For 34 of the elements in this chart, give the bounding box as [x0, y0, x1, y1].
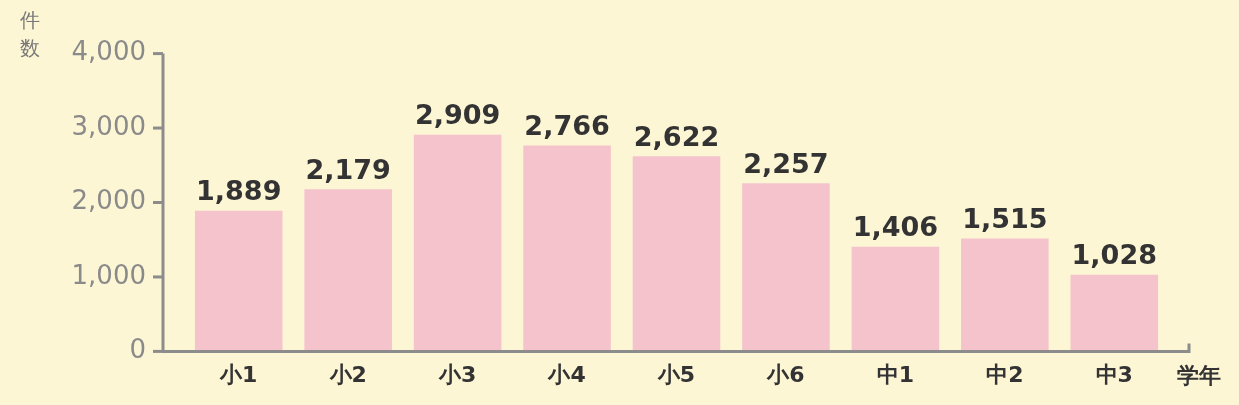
data-label: 2,766 [524, 109, 610, 141]
bar [523, 145, 611, 352]
data-label: 1,028 [1071, 239, 1157, 271]
x-tick-label: 小1 [219, 362, 258, 388]
data-label: 1,406 [852, 211, 939, 243]
data-label: 2,257 [743, 147, 829, 179]
x-tick-label: 小2 [328, 362, 367, 388]
x-tick-label: 小5 [656, 362, 696, 388]
bar [304, 189, 392, 352]
x-axis-title: 学年 [1177, 363, 1221, 389]
x-tick-label: 小3 [437, 362, 477, 388]
bar [194, 210, 283, 352]
y-axis-title: 件数 [20, 8, 40, 61]
bar [1070, 274, 1159, 352]
y-tick-label: 1,000 [71, 259, 146, 290]
y-tick-label: 0 [129, 334, 146, 365]
bar [632, 156, 721, 352]
bar [851, 246, 940, 352]
x-tick-label: 中2 [986, 362, 1024, 388]
y-tick-label: 3,000 [71, 110, 146, 141]
x-tick-label: 中1 [876, 362, 915, 388]
y-tick-label: 4,000 [71, 36, 146, 67]
bar [961, 238, 1049, 352]
y-tick-label: 2,000 [71, 185, 146, 216]
x-tick-label: 中3 [1095, 362, 1133, 388]
data-label: 2,622 [633, 120, 720, 152]
x-tick-label: 小4 [547, 362, 586, 388]
data-label: 1,515 [962, 203, 1048, 235]
bar [413, 134, 502, 352]
data-label: 1,889 [196, 175, 282, 207]
data-label: 2,179 [305, 153, 391, 185]
x-tick-label: 小6 [766, 362, 805, 388]
bar [742, 183, 830, 352]
data-label: 2,909 [414, 99, 501, 131]
